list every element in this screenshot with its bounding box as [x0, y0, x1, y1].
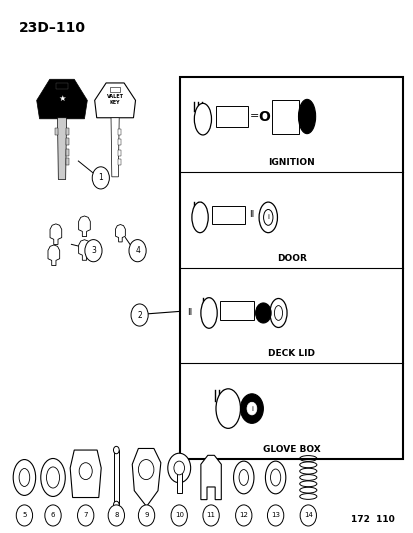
Text: ★: ★ — [58, 94, 66, 103]
Ellipse shape — [265, 461, 285, 494]
Text: 7: 7 — [83, 512, 88, 519]
Text: 23D–110: 23D–110 — [19, 21, 86, 35]
Bar — [176, 467, 181, 494]
Bar — [180, 77, 402, 459]
Ellipse shape — [200, 298, 217, 328]
Circle shape — [255, 303, 271, 323]
Text: 1: 1 — [98, 173, 103, 182]
Polygon shape — [57, 118, 66, 180]
Ellipse shape — [19, 469, 30, 487]
Text: i: i — [267, 214, 268, 220]
Bar — [56, 83, 68, 89]
Bar — [118, 140, 121, 145]
Polygon shape — [78, 240, 90, 260]
Bar — [55, 128, 58, 135]
Circle shape — [85, 240, 102, 262]
Bar — [66, 149, 69, 156]
Ellipse shape — [259, 202, 277, 233]
Text: 11: 11 — [206, 512, 215, 519]
Circle shape — [299, 505, 316, 526]
Ellipse shape — [270, 469, 280, 486]
Ellipse shape — [263, 209, 272, 225]
Text: GLOVE BOX: GLOVE BOX — [262, 445, 320, 454]
Text: 13: 13 — [271, 512, 280, 519]
Bar — [118, 129, 121, 135]
Text: 6: 6 — [51, 512, 55, 519]
Ellipse shape — [298, 99, 315, 134]
Text: 4: 4 — [135, 246, 140, 255]
Text: 10: 10 — [174, 512, 183, 519]
Ellipse shape — [191, 202, 208, 233]
Text: =: = — [249, 111, 259, 122]
Circle shape — [79, 463, 92, 480]
Text: 9: 9 — [144, 512, 148, 519]
Circle shape — [77, 505, 94, 526]
Text: 8: 8 — [114, 512, 118, 519]
Circle shape — [202, 505, 219, 526]
Text: II: II — [187, 309, 192, 318]
Bar — [66, 128, 69, 135]
Circle shape — [108, 505, 124, 526]
Polygon shape — [70, 450, 101, 497]
Bar — [114, 450, 119, 505]
Circle shape — [138, 505, 154, 526]
Bar — [66, 158, 69, 165]
Text: 3: 3 — [91, 246, 96, 255]
Bar — [118, 150, 121, 156]
Polygon shape — [115, 224, 125, 242]
Ellipse shape — [40, 458, 65, 496]
Text: DOOR: DOOR — [276, 254, 306, 263]
Ellipse shape — [194, 103, 211, 135]
Polygon shape — [48, 245, 59, 265]
Polygon shape — [37, 79, 87, 119]
Circle shape — [138, 459, 154, 480]
Bar — [272, 100, 298, 134]
Polygon shape — [200, 455, 221, 499]
Circle shape — [131, 304, 148, 326]
Text: II: II — [249, 210, 254, 219]
Circle shape — [173, 461, 184, 475]
Ellipse shape — [274, 305, 282, 320]
Circle shape — [167, 453, 190, 483]
Text: i: i — [250, 406, 252, 411]
Text: DECK LID: DECK LID — [268, 349, 314, 358]
Bar — [211, 206, 245, 224]
Polygon shape — [50, 224, 62, 245]
Bar — [110, 87, 120, 92]
Bar — [220, 301, 253, 320]
Circle shape — [235, 505, 252, 526]
Ellipse shape — [233, 461, 253, 494]
Text: 14: 14 — [303, 512, 312, 519]
Circle shape — [92, 167, 109, 189]
Circle shape — [267, 505, 283, 526]
Ellipse shape — [46, 467, 59, 488]
Bar — [118, 159, 121, 165]
Circle shape — [240, 394, 263, 423]
Ellipse shape — [13, 459, 36, 495]
Text: 2: 2 — [137, 311, 142, 319]
Text: 172  110: 172 110 — [350, 515, 394, 524]
Text: O: O — [258, 109, 269, 124]
Circle shape — [45, 505, 61, 526]
Circle shape — [129, 240, 146, 262]
Text: 5: 5 — [22, 512, 26, 519]
Polygon shape — [111, 118, 119, 177]
Bar — [216, 106, 247, 127]
Polygon shape — [132, 448, 161, 506]
Circle shape — [113, 501, 119, 508]
Polygon shape — [95, 83, 135, 118]
Polygon shape — [78, 216, 90, 237]
Ellipse shape — [238, 470, 248, 486]
Circle shape — [16, 505, 33, 526]
Ellipse shape — [269, 298, 286, 327]
Bar — [66, 139, 69, 145]
Ellipse shape — [216, 389, 240, 429]
Text: 12: 12 — [239, 512, 248, 519]
Circle shape — [247, 402, 256, 415]
Circle shape — [171, 505, 187, 526]
Text: VALET
KEY: VALET KEY — [106, 94, 123, 104]
Text: IGNITION: IGNITION — [268, 158, 314, 167]
Circle shape — [113, 446, 119, 454]
